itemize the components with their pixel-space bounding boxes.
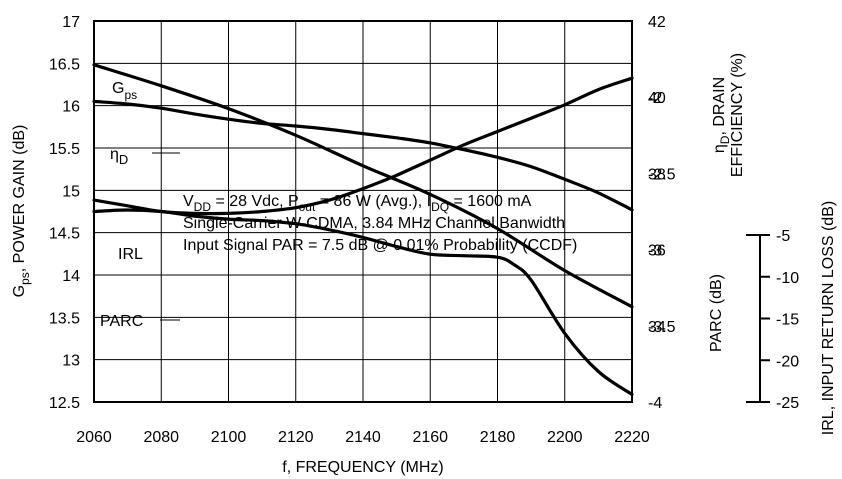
- efficiency-axis-title-line-2: EFFICIENCY (%): [729, 53, 746, 177]
- x-tick-label: 2160: [412, 429, 448, 446]
- annotation-line-3: Input Signal PAR = 7.5 dB @ 0.01% Probab…: [183, 237, 577, 254]
- series-label-gps: Gps: [112, 80, 137, 102]
- series-line-gps: [92, 99, 634, 212]
- series-label-etad: ηD: [110, 146, 128, 167]
- series-line-parc: [92, 208, 634, 396]
- left-tick-label: 17: [62, 14, 80, 31]
- series-line-efficiency: [92, 76, 634, 216]
- efficiency-axis-title-line-1: ηD, DRAIN: [711, 77, 732, 153]
- irl-tick-label: -20: [776, 353, 799, 370]
- left-tick-label: 14: [62, 268, 80, 285]
- x-tick-label: 2120: [278, 429, 314, 446]
- x-axis-title: f, FREQUENCY (MHz): [282, 459, 443, 476]
- irl-axis-title: IRL, INPUT RETURN LOSS (dB): [820, 201, 837, 435]
- x-tick-label: 2080: [143, 429, 179, 446]
- series-label-parc: PARC: [100, 313, 143, 330]
- parc-axis-title: PARC (dB): [708, 274, 725, 352]
- grid-lines: [94, 21, 632, 402]
- left-tick-label: 16.5: [49, 56, 80, 73]
- left-tick-label: 16: [62, 99, 80, 116]
- annotation-line-2: Single-Carrier W-CDMA, 3.84 MHz Channel …: [183, 215, 565, 232]
- parc-tick-label: -2: [648, 90, 662, 107]
- efficiency-tick-label: 42: [648, 14, 666, 31]
- series-line-irl: [92, 63, 634, 309]
- irl-tick-label: -5: [776, 228, 790, 245]
- left-tick-label: 13.5: [49, 310, 80, 327]
- left-tick-label: 12.5: [49, 395, 80, 412]
- irl-tick-label: -25: [776, 395, 799, 412]
- x-tick-label: 2140: [345, 429, 381, 446]
- left-tick-label: 15: [62, 183, 80, 200]
- left-tick-label: 15.5: [49, 141, 80, 158]
- data-curves: [92, 63, 634, 396]
- left-axis-title: Gps, POWER GAIN (dB): [11, 125, 32, 298]
- x-tick-label: 2100: [211, 429, 247, 446]
- irl-tick-label: -10: [776, 270, 799, 287]
- x-tick-label: 2180: [480, 429, 516, 446]
- series-label-irl: IRL: [118, 246, 143, 263]
- left-tick-label: 13: [62, 353, 80, 370]
- x-tick-label: 2060: [76, 429, 112, 446]
- efficiency-tick-label: 38: [648, 166, 666, 183]
- parc-tick-label: -2.5: [648, 166, 676, 183]
- irl-scale: -5 -10 -15 -20 -25: [746, 228, 799, 412]
- x-tick-label: 2200: [547, 429, 583, 446]
- parc-tick-label: -3: [648, 243, 662, 260]
- plot-frame: [93, 20, 633, 403]
- annotation-line-1: VDD = 28 Vdc, Pout = 86 W (Avg.), IDQ = …: [183, 193, 532, 214]
- x-tick-label: 2220: [614, 429, 650, 446]
- parc-tick-label: -4: [648, 395, 662, 412]
- efficiency-tick-label: 36: [648, 243, 666, 260]
- tick-labels: 2060 2080 2100 2120 2140 2160 2180 2200 2220 12.5…: [49, 14, 676, 446]
- irl-tick-label: -15: [776, 312, 799, 329]
- efficiency-tick-label: 34: [648, 319, 666, 336]
- parc-tick-label: -3.5: [648, 319, 676, 336]
- left-tick-label: 14.5: [49, 226, 80, 243]
- efficiency-tick-label: 40: [648, 90, 666, 107]
